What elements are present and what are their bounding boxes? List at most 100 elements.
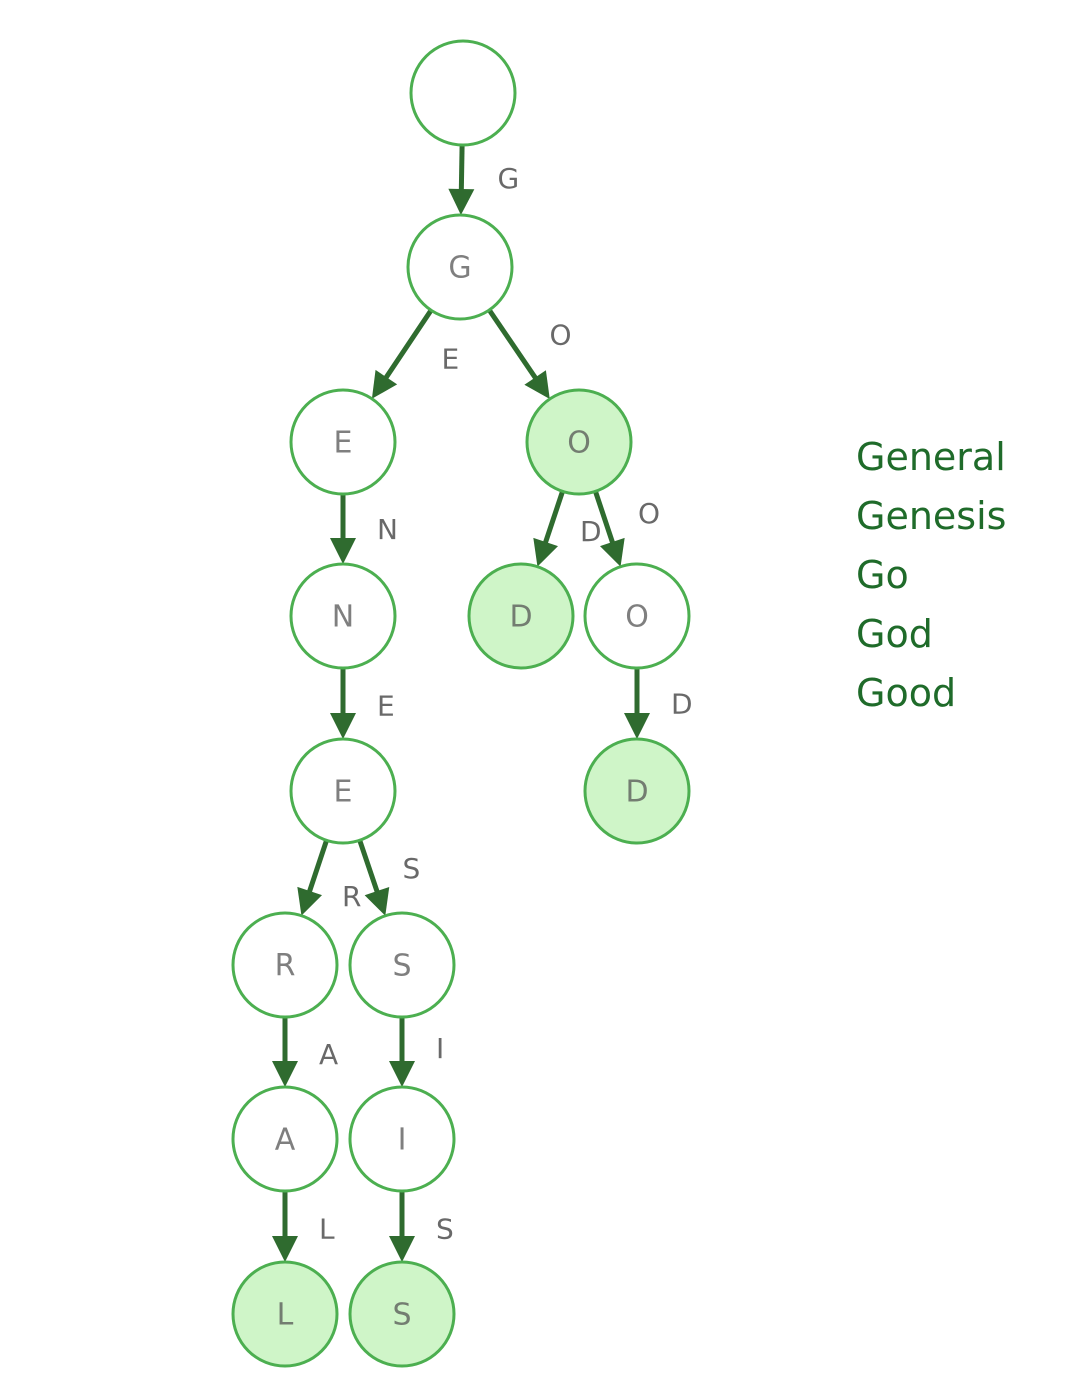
edge-arrowhead	[624, 713, 650, 739]
trie-edge: R	[297, 839, 361, 916]
edge-line	[379, 308, 434, 386]
edge-label: D	[580, 515, 602, 548]
node-circle	[289, 388, 397, 496]
node-label: S	[392, 1298, 411, 1333]
node-circle	[467, 562, 575, 670]
edge-line	[458, 144, 465, 198]
edge-label: S	[403, 852, 421, 885]
node-label: E	[334, 426, 353, 461]
node-circle	[348, 1085, 456, 1193]
trie-node: N	[289, 562, 397, 670]
edge-arrowhead	[330, 713, 356, 739]
word-item: Genesis	[856, 494, 1007, 538]
node-label: D	[625, 775, 648, 810]
edge-arrowhead	[272, 1236, 298, 1262]
trie-node-terminal: S	[348, 1260, 456, 1368]
edge-label: A	[319, 1038, 338, 1071]
trie-node: I	[348, 1085, 456, 1193]
edge-label: R	[342, 880, 361, 913]
node-circle	[409, 39, 517, 147]
node-label: E	[334, 775, 353, 810]
edge-label: O	[638, 497, 660, 530]
trie-edge: N	[330, 494, 398, 564]
trie-edge: O	[487, 308, 572, 399]
node-circle	[348, 1260, 456, 1368]
trie-edge: D	[624, 668, 693, 739]
edges-layer: G E O N D O E D R S A I L S	[272, 144, 693, 1262]
trie-node-terminal: L	[231, 1260, 339, 1368]
node-label: S	[392, 949, 411, 984]
word-list: General Genesis Go God Good	[856, 428, 1006, 723]
edge-line	[540, 490, 565, 551]
node-circle	[583, 737, 691, 845]
node-circle	[348, 911, 456, 1019]
edge-arrowhead	[330, 538, 356, 564]
edge-arrowhead	[272, 1061, 298, 1087]
node-label: O	[567, 426, 591, 461]
edge-line	[593, 490, 618, 551]
node-circle	[289, 562, 397, 670]
edge-label: D	[671, 688, 693, 721]
edge-label: O	[550, 319, 572, 352]
node-circle	[406, 213, 514, 321]
node-circle	[231, 1085, 339, 1193]
trie-node-terminal: D	[583, 737, 691, 845]
edge-arrowhead	[364, 886, 390, 916]
word-item: Good	[856, 671, 957, 715]
edge-arrowhead	[533, 537, 558, 567]
trie-node	[409, 39, 517, 147]
trie-edge: E	[371, 308, 460, 399]
trie-edge: A	[272, 1017, 338, 1087]
trie-node-terminal: O	[525, 388, 633, 496]
trie-node: E	[289, 737, 397, 845]
node-circle	[525, 388, 633, 496]
edge-line	[357, 839, 382, 900]
node-circle	[231, 1260, 339, 1368]
trie-edge: S	[389, 1191, 454, 1262]
edge-arrowhead	[297, 886, 322, 916]
trie-node: E	[289, 388, 397, 496]
node-label: G	[448, 251, 471, 286]
trie-edge: E	[330, 668, 395, 739]
edge-line	[487, 308, 542, 386]
trie-node: G	[406, 213, 514, 321]
trie-edge: O	[593, 490, 660, 567]
node-label: I	[398, 1123, 407, 1158]
edge-arrowhead	[389, 1061, 415, 1087]
edge-arrowhead	[389, 1236, 415, 1262]
edge-label: L	[319, 1213, 335, 1246]
node-circle	[231, 911, 339, 1019]
word-item: Go	[856, 553, 909, 597]
edge-label: E	[442, 343, 460, 376]
edge-label: E	[377, 690, 395, 723]
trie-node: R	[231, 911, 339, 1019]
edge-arrowhead	[600, 537, 625, 567]
trie-node-terminal: D	[467, 562, 575, 670]
node-circle	[583, 562, 691, 670]
node-label: D	[509, 600, 532, 635]
word-item: God	[856, 612, 933, 656]
trie-node: O	[583, 562, 691, 670]
edge-label: I	[436, 1032, 444, 1065]
node-label: L	[277, 1298, 294, 1333]
node-label: O	[625, 600, 649, 635]
node-label: A	[275, 1123, 296, 1158]
node-label: N	[332, 600, 354, 635]
trie-node: S	[348, 911, 456, 1019]
trie-edge: L	[272, 1191, 335, 1262]
edge-label: S	[436, 1213, 454, 1246]
trie-edge: G	[448, 144, 520, 216]
edge-label: G	[498, 162, 520, 195]
edge-label: N	[377, 513, 398, 546]
node-label: R	[275, 949, 296, 984]
trie-node: A	[231, 1085, 339, 1193]
node-circle	[289, 737, 397, 845]
trie-edge: I	[389, 1017, 444, 1087]
edge-arrowhead	[371, 369, 398, 399]
trie-edge: S	[357, 839, 421, 916]
word-item: General	[856, 435, 1006, 479]
trie-edge: D	[533, 490, 602, 567]
nodes-layer: G E O N D O E D R S A I L S	[231, 39, 691, 1368]
